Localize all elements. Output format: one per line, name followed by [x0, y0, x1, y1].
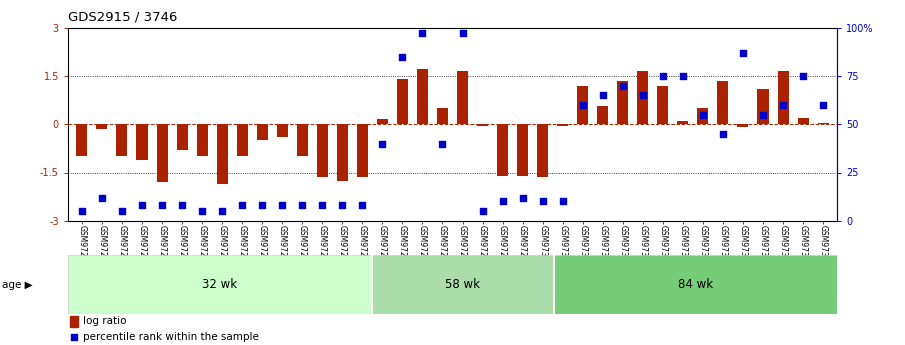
Point [235, 203, 250, 208]
Point [74, 208, 89, 214]
Bar [376, 119, 388, 124]
Point [495, 199, 510, 204]
Bar [457, 71, 468, 124]
Bar [557, 124, 568, 126]
Bar [277, 124, 288, 137]
Bar [797, 118, 808, 124]
Bar [236, 124, 248, 156]
Bar [297, 124, 308, 156]
Bar [317, 124, 328, 177]
Bar [76, 124, 88, 156]
Text: 84 wk: 84 wk [678, 278, 713, 291]
Point [295, 203, 310, 208]
Point [756, 112, 770, 117]
Bar [71, 316, 79, 327]
Point [635, 92, 650, 98]
Point [315, 203, 329, 208]
Point [368, 256, 383, 262]
Point [475, 208, 490, 214]
Bar [372, 255, 554, 314]
Point [716, 131, 730, 137]
Point [214, 208, 229, 214]
Text: 58 wk: 58 wk [445, 278, 481, 291]
Bar [538, 124, 548, 177]
Point [435, 141, 450, 146]
Bar [337, 124, 348, 180]
Bar [817, 122, 829, 124]
Bar [517, 124, 529, 176]
Bar [757, 89, 768, 124]
Point [536, 199, 550, 204]
Point [576, 102, 590, 108]
Bar [157, 124, 167, 182]
Point [395, 54, 410, 59]
Bar [176, 124, 187, 150]
Bar [554, 255, 837, 314]
Text: age ▶: age ▶ [2, 280, 33, 289]
Point [135, 203, 149, 208]
Bar [137, 124, 148, 160]
Bar [117, 124, 128, 156]
Point [335, 203, 349, 208]
Text: percentile rank within the sample: percentile rank within the sample [83, 332, 259, 342]
Text: log ratio: log ratio [83, 316, 127, 326]
Point [275, 203, 290, 208]
Bar [718, 81, 729, 124]
Bar [738, 124, 748, 127]
Bar [577, 86, 588, 124]
Point [655, 73, 670, 79]
Point [195, 208, 209, 214]
Text: 32 wk: 32 wk [202, 278, 237, 291]
Bar [657, 86, 669, 124]
Bar [437, 108, 448, 124]
Point [795, 73, 810, 79]
Text: GDS2915 / 3746: GDS2915 / 3746 [68, 10, 177, 23]
Bar [257, 124, 268, 140]
Bar [97, 124, 108, 129]
Bar [397, 79, 408, 124]
Point [515, 195, 529, 200]
Bar [216, 124, 228, 184]
Point [736, 50, 750, 56]
Bar [777, 71, 788, 124]
Point [615, 83, 630, 88]
Point [255, 203, 270, 208]
Bar [477, 124, 488, 126]
Point [355, 203, 369, 208]
Point [816, 102, 831, 108]
Point [415, 31, 430, 36]
Point [776, 102, 790, 108]
Bar [677, 121, 689, 124]
Bar [637, 71, 648, 124]
Point [376, 141, 390, 146]
Point [155, 203, 169, 208]
Point [175, 203, 189, 208]
Point [556, 199, 570, 204]
Bar [196, 124, 207, 156]
Point [595, 92, 610, 98]
Bar [497, 124, 508, 176]
Point [455, 31, 470, 36]
Point [95, 195, 110, 200]
Bar [617, 81, 628, 124]
Bar [597, 107, 608, 124]
Bar [357, 124, 367, 177]
Bar [68, 255, 372, 314]
Bar [417, 69, 428, 124]
Bar [698, 108, 709, 124]
Point [696, 112, 710, 117]
Point [115, 208, 129, 214]
Point [676, 73, 691, 79]
